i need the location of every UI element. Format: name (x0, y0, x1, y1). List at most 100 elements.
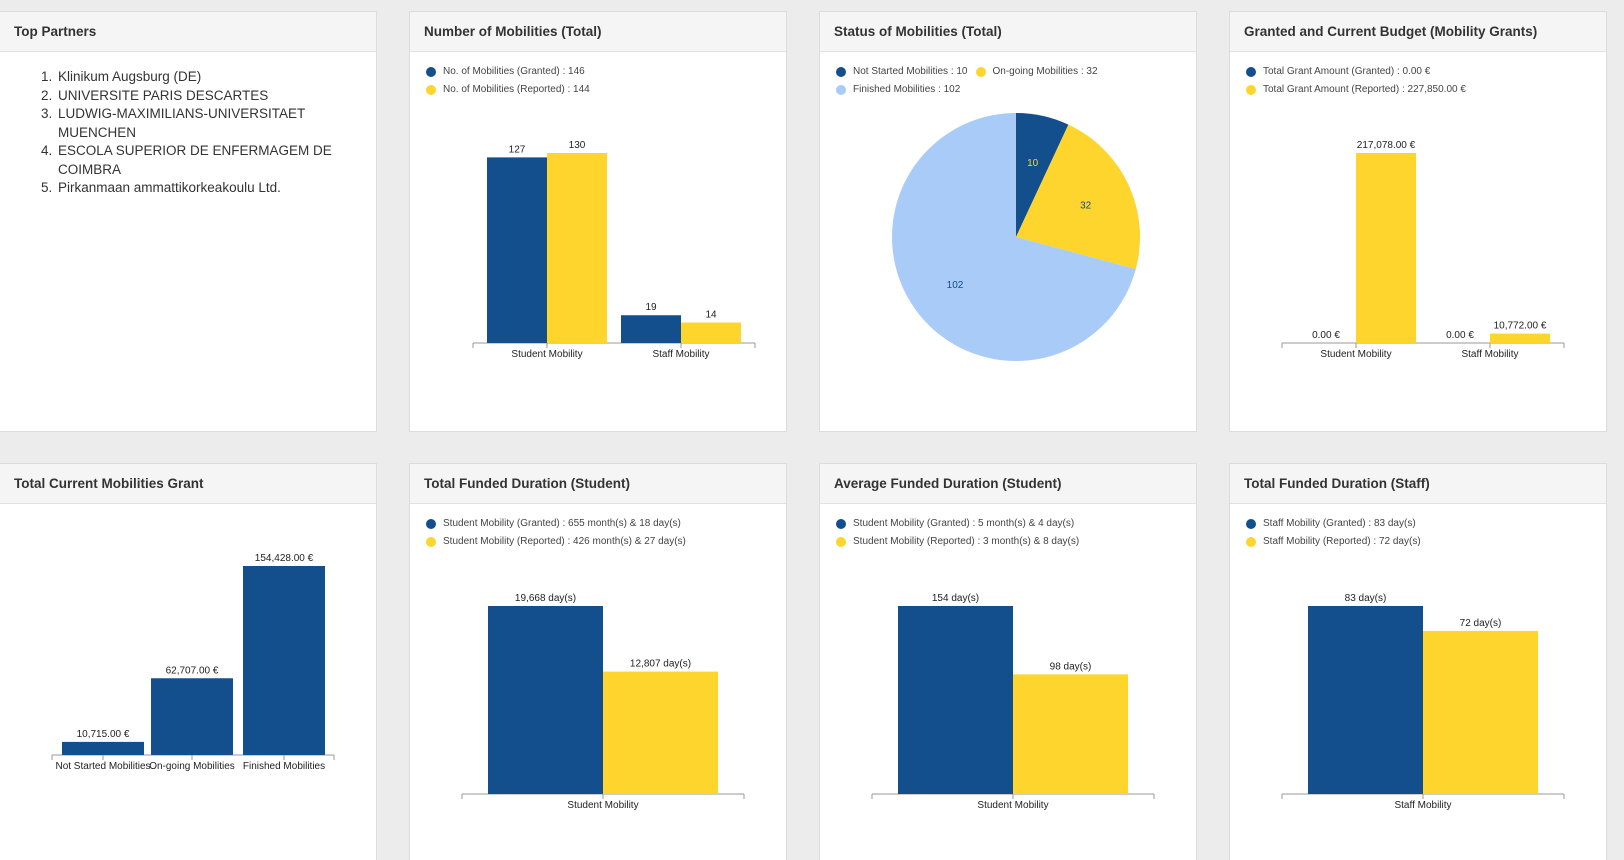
panel-budget: Granted and Current Budget (Mobility Gra… (1229, 11, 1607, 432)
legend-dot-icon (1246, 536, 1256, 547)
bar-chart: Student Mobility 154 day(s) 98 day(s) (871, 593, 1155, 811)
legend-item-granted[interactable]: Staff Mobility (Granted) : 83 day(s) (1246, 518, 1421, 529)
data-label: 217,078.00 € (1357, 140, 1416, 151)
data-label: 10,772.00 € (1494, 321, 1547, 332)
legend-item-granted[interactable]: Total Grant Amount (Granted) : 0.00 € (1246, 66, 1466, 77)
legend-dot-icon (836, 518, 846, 529)
x-tick-label: Finished Mobilities (243, 761, 325, 772)
x-tick-label: Student Mobility (1320, 349, 1391, 360)
bar (151, 678, 233, 755)
x-tick-label: Student Mobility (977, 800, 1048, 811)
x-tick-label: Student Mobility (567, 800, 638, 811)
data-label: 10,715.00 € (77, 729, 130, 740)
bar (1356, 153, 1416, 343)
slice-label: 10 (1027, 158, 1039, 169)
legend-item-reported[interactable]: Total Grant Amount (Reported) : 227,850.… (1246, 84, 1466, 95)
panel-status-mobilities: Status of Mobilities (Total) Not Started… (819, 11, 1197, 432)
data-label: 14 (705, 310, 717, 321)
pie-chart: 10 32 102 (892, 113, 1140, 361)
data-label: 130 (569, 140, 586, 151)
list-item: Pirkanmaan ammattikorkeakoulu Ltd. (56, 179, 340, 198)
legend-label: No. of Mobilities (Reported) : 144 (443, 84, 590, 95)
bar (898, 606, 1013, 794)
legend-item-not-started[interactable]: Not Started Mobilities : 10 (836, 66, 968, 77)
legend-label: Total Grant Amount (Reported) : 227,850.… (1263, 84, 1466, 95)
bar-chart: Student Mobility 0.00 € 217,078.00 € Staff … (1281, 140, 1565, 360)
legend-item-granted[interactable]: Student Mobility (Granted) : 5 month(s) … (836, 518, 1079, 529)
legend-dot-icon (836, 66, 846, 77)
data-label: 62,707.00 € (166, 665, 219, 676)
legend-item-granted[interactable]: Student Mobility (Granted) : 655 month(s… (426, 518, 686, 529)
x-tick-label: Staff Mobility (1461, 349, 1518, 360)
legend-dot-icon (1246, 66, 1256, 77)
legend-label: No. of Mobilities (Granted) : 146 (443, 66, 585, 77)
bar-chart: Staff Mobility 83 day(s) 72 day(s) (1281, 593, 1565, 811)
chart-legend: Student Mobility (Granted) : 655 month(s… (426, 518, 686, 554)
legend-label: Student Mobility (Granted) : 655 month(s… (443, 518, 681, 529)
data-label: 19,668 day(s) (515, 593, 576, 604)
legend-item-reported[interactable]: Student Mobility (Reported) : 426 month(… (426, 536, 686, 547)
bar (488, 606, 603, 794)
x-tick-label: Student Mobility (511, 349, 582, 360)
legend-item-reported[interactable]: Staff Mobility (Reported) : 72 day(s) (1246, 536, 1421, 547)
x-tick-label: On-going Mobilities (149, 761, 235, 772)
data-label: 72 day(s) (1460, 618, 1502, 629)
chart-legend: Not Started Mobilities : 10 On-going Mob… (836, 66, 1106, 102)
data-label: 127 (509, 144, 526, 155)
legend-label: Staff Mobility (Granted) : 83 day(s) (1263, 518, 1416, 529)
legend-item-reported[interactable]: Student Mobility (Reported) : 3 month(s)… (836, 536, 1079, 547)
x-tick-label: Staff Mobility (652, 349, 709, 360)
panel-top-partners: Top Partners Klinikum Augsburg (DE) UNIV… (0, 11, 377, 432)
bar (1013, 674, 1128, 794)
legend-item-finished[interactable]: Finished Mobilities : 102 (836, 84, 1106, 95)
chart-legend: Student Mobility (Granted) : 5 month(s) … (836, 518, 1079, 554)
bar (1423, 630, 1538, 794)
bar (487, 157, 547, 343)
list-item: ESCOLA SUPERIOR DE ENFERMAGEM DE COIMBRA (56, 142, 340, 179)
panel-title: Status of Mobilities (Total) (820, 12, 1196, 52)
bar (243, 566, 325, 755)
panel-title: Total Current Mobilities Grant (0, 464, 376, 504)
legend-label: Staff Mobility (Reported) : 72 day(s) (1263, 536, 1421, 547)
data-label: 0.00 € (1312, 330, 1340, 341)
panel-current-grant: Total Current Mobilities Grant Not Start… (0, 463, 377, 860)
bar-chart: Student Mobility 19,668 day(s) 12,807 day(… (461, 593, 745, 811)
legend-label: Total Grant Amount (Granted) : 0.00 € (1263, 66, 1431, 77)
legend-dot-icon (1246, 84, 1256, 95)
panel-title: Top Partners (0, 12, 376, 52)
bar (1308, 606, 1423, 794)
legend-item-reported[interactable]: No. of Mobilities (Reported) : 144 (426, 84, 590, 95)
bar (621, 315, 681, 343)
pie-slice (1016, 113, 1069, 237)
list-item: Klinikum Augsburg (DE) (56, 68, 340, 87)
data-label: 0.00 € (1446, 330, 1474, 341)
panel-funded-student: Total Funded Duration (Student) Student … (409, 463, 787, 860)
legend-dot-icon (975, 66, 986, 77)
legend-dot-icon (836, 536, 846, 547)
pie-slice (1016, 124, 1140, 270)
bar (547, 153, 607, 343)
legend-label: Not Started Mobilities : 10 (853, 66, 968, 77)
legend-label: Student Mobility (Reported) : 426 month(… (443, 536, 686, 547)
legend-label: Student Mobility (Reported) : 3 month(s)… (853, 536, 1080, 547)
legend-item-granted[interactable]: No. of Mobilities (Granted) : 146 (426, 66, 590, 77)
data-label: 83 day(s) (1345, 593, 1387, 604)
panel-title: Granted and Current Budget (Mobility Gra… (1230, 12, 1606, 52)
data-label: 154,428.00 € (255, 553, 314, 564)
bar (681, 322, 741, 343)
x-tick-label: Not Started Mobilities (55, 761, 150, 772)
data-label: 98 day(s) (1050, 661, 1092, 672)
slice-label: 102 (947, 280, 964, 291)
legend-label: Finished Mobilities : 102 (853, 84, 961, 95)
panel-num-mobilities: Number of Mobilities (Total) No. of Mobi… (409, 11, 787, 432)
legend-item-ongoing[interactable]: On-going Mobilities : 32 (975, 66, 1098, 77)
panel-title: Average Funded Duration (Student) (820, 464, 1196, 504)
panel-funded-staff: Total Funded Duration (Staff) Staff Mobi… (1229, 463, 1607, 860)
panel-title: Total Funded Duration (Staff) (1230, 464, 1606, 504)
legend-dot-icon (426, 66, 436, 77)
list-item: LUDWIG-MAXIMILIANS-UNIVERSITAET MUENCHEN (56, 105, 340, 142)
bar-chart: Student Mobility 127 130 Staff Mobility 19 14 (472, 140, 756, 360)
data-label: 154 day(s) (932, 593, 979, 604)
legend-label: On-going Mobilities : 32 (992, 66, 1098, 77)
chart-legend: No. of Mobilities (Granted) : 146 No. of… (426, 66, 590, 102)
